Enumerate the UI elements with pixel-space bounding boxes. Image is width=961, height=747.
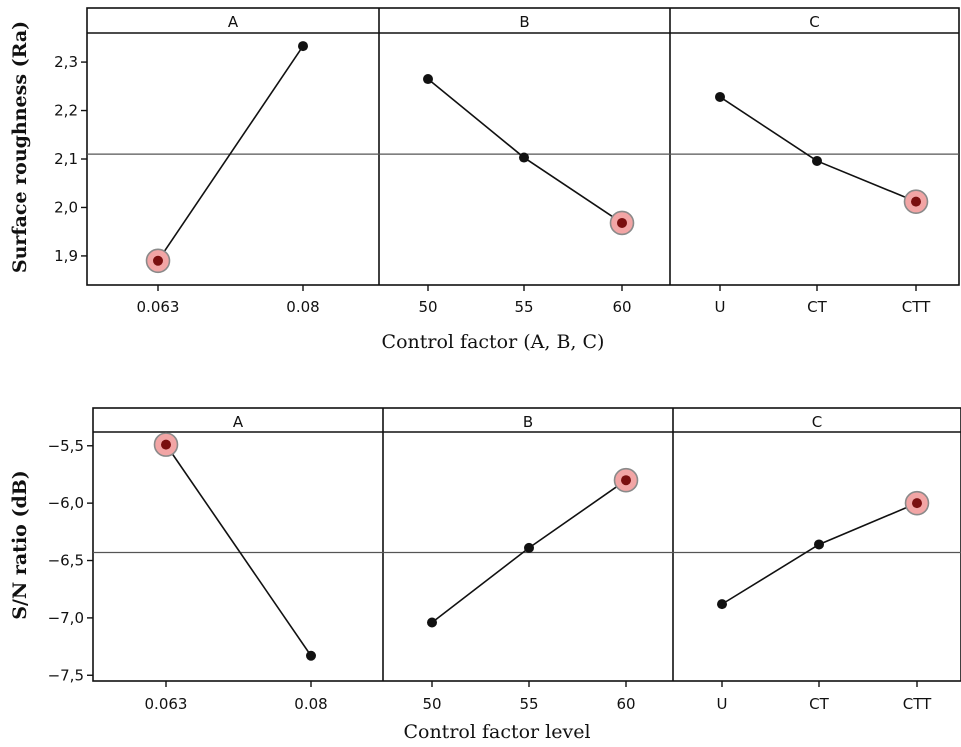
y-axis-title: Surface roughness (Ra) <box>9 21 31 273</box>
data-point <box>621 475 631 486</box>
series-line <box>719 96 917 203</box>
plot-frame <box>92 407 961 682</box>
plot-frame <box>86 7 960 286</box>
data-point <box>912 498 922 509</box>
x-tick-label: 0.063 <box>137 298 180 316</box>
panel-label: A <box>233 413 244 431</box>
data-point <box>617 217 627 228</box>
y-axis-title: S/N ratio (dB) <box>9 470 31 620</box>
x-tick-label: 60 <box>616 695 635 713</box>
series-line <box>165 444 312 657</box>
x-tick-label: CT <box>807 298 827 316</box>
x-tick-label: 50 <box>418 298 437 316</box>
y-tick-label: −5,5 <box>48 437 84 455</box>
y-tick-label: 2,3 <box>54 53 78 71</box>
panel-B: B 50 55 60 <box>418 13 635 316</box>
data-point <box>524 542 534 553</box>
data-point <box>153 255 163 266</box>
panel-C: C U CT CTT <box>715 13 932 316</box>
x-tick-label: 55 <box>519 695 538 713</box>
x-axis-title: Control factor level <box>403 721 590 743</box>
data-point <box>911 196 921 207</box>
x-tick-label: 60 <box>612 298 631 316</box>
panel-A: A 0.063 0.08 <box>145 413 328 713</box>
x-tick-label: 0.08 <box>294 695 327 713</box>
x-tick-label: CTT <box>902 298 931 316</box>
data-point <box>306 650 316 661</box>
data-point <box>423 74 433 85</box>
series-line <box>157 45 304 262</box>
chart-2: −5,5 −6,0 −6,5 −7,0 −7,5 S/N ratio (dB) Contro… <box>9 407 961 743</box>
data-point <box>161 439 171 450</box>
panel-label: C <box>812 413 822 431</box>
panel-label: C <box>809 13 819 31</box>
panel-C: C U CT CTT <box>717 413 933 713</box>
y-tick-label: −7,0 <box>48 609 84 627</box>
x-tick-label: U <box>715 298 726 316</box>
x-tick-label: 50 <box>422 695 441 713</box>
data-point <box>427 617 437 628</box>
x-axis-title: Control factor (A, B, C) <box>382 331 605 353</box>
x-tick-label: 0.08 <box>286 298 319 316</box>
y-tick-label: 2,1 <box>54 150 78 168</box>
x-tick-label: CT <box>809 695 829 713</box>
y-tick-label: 2,0 <box>54 198 78 216</box>
data-point <box>519 152 529 163</box>
series-line <box>427 78 623 224</box>
panel-label: B <box>519 13 529 31</box>
panel-label: B <box>523 413 533 431</box>
y-tick-label: −7,5 <box>48 666 84 684</box>
data-point <box>814 539 824 550</box>
x-tick-label: U <box>717 695 728 713</box>
data-point <box>812 155 822 166</box>
chart-1: 1,9 2,0 2,1 2,2 2,3 Surface roughness (Ra) Con… <box>9 7 960 353</box>
data-point <box>298 41 308 52</box>
series-line <box>721 502 918 605</box>
x-tick-label: CTT <box>903 695 932 713</box>
y-tick-label: 1,9 <box>54 247 78 265</box>
data-point <box>715 91 725 102</box>
x-tick-label: 55 <box>514 298 533 316</box>
panel-A: A 0.063 0.08 <box>137 13 320 316</box>
panel-label: A <box>228 13 239 31</box>
y-tick-label: −6,0 <box>48 494 84 512</box>
y-tick-label: −6,5 <box>48 552 84 570</box>
data-point <box>717 599 727 610</box>
y-tick-label: 2,2 <box>54 102 78 120</box>
x-tick-label: 0.063 <box>145 695 188 713</box>
panel-B: B 50 55 60 <box>422 413 639 713</box>
